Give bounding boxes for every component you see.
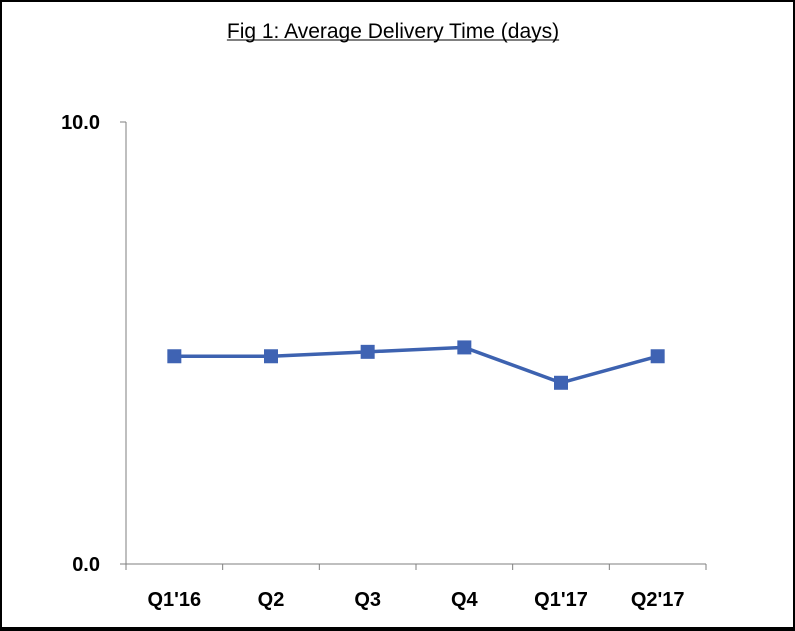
y-tick-label: 0.0 [72, 554, 100, 576]
data-point-marker [264, 349, 278, 364]
data-point-marker [554, 375, 568, 390]
x-ticks: Q1'16 Q2 Q3 Q4 Q1'17 Q2'17 [125, 564, 707, 611]
y-ticks: 0.0 10.0 [61, 112, 126, 576]
x-tick-label: Q2'17 [631, 589, 685, 611]
data-point-marker [457, 340, 472, 355]
x-tick-label: Q1'17 [534, 589, 588, 611]
data-point-marker [360, 344, 375, 359]
series-layer [167, 340, 665, 390]
x-tick-label: Q2 [258, 589, 285, 611]
data-point-marker [167, 349, 182, 364]
y-tick-label: 10.0 [61, 112, 100, 134]
x-tick-label: Q1'16 [147, 589, 201, 611]
axes [125, 122, 706, 565]
x-tick-label: Q3 [354, 589, 381, 611]
chart-title: Fig 1: Average Delivery Time (days) [227, 20, 559, 43]
data-point-marker [650, 349, 665, 364]
x-tick-label: Q4 [451, 589, 479, 611]
series-line [174, 345, 659, 385]
